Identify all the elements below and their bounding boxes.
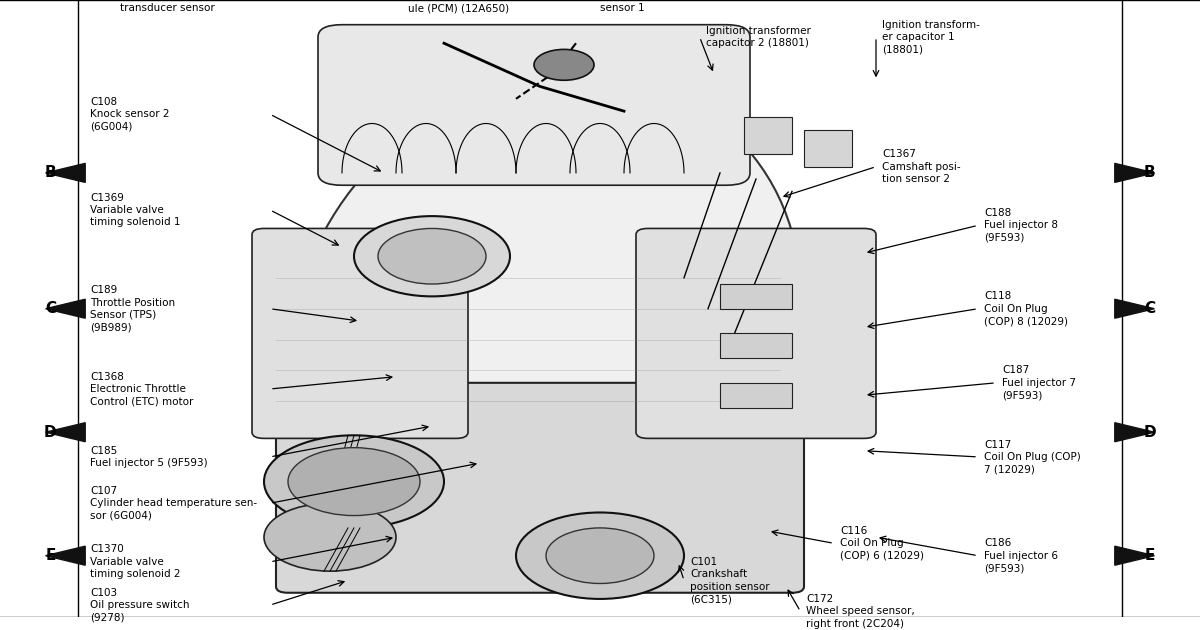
Circle shape <box>264 503 396 571</box>
Text: C103
Oil pressure switch
(9278): C103 Oil pressure switch (9278) <box>90 588 190 622</box>
Text: Ignition transform-
er capacitor 1
(18801): Ignition transform- er capacitor 1 (1880… <box>882 20 980 54</box>
Text: C1370
Variable valve
timing solenoid 2: C1370 Variable valve timing solenoid 2 <box>90 544 180 579</box>
Text: E: E <box>1145 548 1154 563</box>
Text: B: B <box>1144 166 1156 180</box>
FancyBboxPatch shape <box>318 25 750 185</box>
Circle shape <box>288 448 420 515</box>
Text: C172
Wheel speed sensor,
right front (2C204): C172 Wheel speed sensor, right front (2C… <box>806 594 916 629</box>
Bar <box>804 130 852 167</box>
Bar <box>744 117 792 154</box>
Circle shape <box>378 229 486 284</box>
Text: D: D <box>1144 425 1156 440</box>
Text: transducer sensor: transducer sensor <box>120 3 215 13</box>
Bar <box>720 284 792 309</box>
Text: C185
Fuel injector 5 (9F593): C185 Fuel injector 5 (9F593) <box>90 445 208 468</box>
Text: ule (PCM) (12A650): ule (PCM) (12A650) <box>408 3 509 13</box>
Text: C186
Fuel injector 6
(9F593): C186 Fuel injector 6 (9F593) <box>984 538 1058 573</box>
Text: C101
Crankshaft
position sensor
(6C315): C101 Crankshaft position sensor (6C315) <box>690 557 769 604</box>
Text: B: B <box>44 166 56 180</box>
Polygon shape <box>1115 423 1154 442</box>
Text: C108
Knock sensor 2
(6G004): C108 Knock sensor 2 (6G004) <box>90 97 169 132</box>
FancyBboxPatch shape <box>252 229 468 438</box>
Text: C116
Coil On Plug
(COP) 6 (12029): C116 Coil On Plug (COP) 6 (12029) <box>840 526 924 561</box>
Text: C1369
Variable valve
timing solenoid 1: C1369 Variable valve timing solenoid 1 <box>90 193 180 227</box>
Polygon shape <box>46 163 85 183</box>
Circle shape <box>264 435 444 528</box>
Polygon shape <box>1115 546 1154 565</box>
Circle shape <box>534 49 594 80</box>
Ellipse shape <box>292 75 800 580</box>
Polygon shape <box>46 423 85 442</box>
Text: C: C <box>44 301 56 316</box>
Text: C: C <box>1144 301 1156 316</box>
Text: C188
Fuel injector 8
(9F593): C188 Fuel injector 8 (9F593) <box>984 208 1058 243</box>
Text: C118
Coil On Plug
(COP) 8 (12029): C118 Coil On Plug (COP) 8 (12029) <box>984 291 1068 326</box>
Bar <box>720 333 792 358</box>
Text: C189
Throttle Position
Sensor (TPS)
(9B989): C189 Throttle Position Sensor (TPS) (9B9… <box>90 285 175 333</box>
Bar <box>720 383 792 408</box>
Polygon shape <box>1115 163 1154 183</box>
Text: C117
Coil On Plug (COP)
7 (12029): C117 Coil On Plug (COP) 7 (12029) <box>984 440 1081 474</box>
FancyBboxPatch shape <box>636 229 876 438</box>
Text: E: E <box>46 548 55 563</box>
Text: C187
Fuel injector 7
(9F593): C187 Fuel injector 7 (9F593) <box>1002 365 1076 400</box>
Polygon shape <box>1115 299 1154 318</box>
Polygon shape <box>46 299 85 318</box>
Text: C1368
Electronic Throttle
Control (ETC) motor: C1368 Electronic Throttle Control (ETC) … <box>90 372 193 406</box>
Text: C107
Cylinder head temperature sen-
sor (6G004): C107 Cylinder head temperature sen- sor … <box>90 486 257 520</box>
Circle shape <box>546 528 654 583</box>
Text: Ignition transformer
capacitor 2 (18801): Ignition transformer capacitor 2 (18801) <box>706 26 810 49</box>
Text: D: D <box>44 425 56 440</box>
Text: sensor 1: sensor 1 <box>600 3 644 13</box>
Polygon shape <box>46 546 85 565</box>
Circle shape <box>354 216 510 296</box>
FancyBboxPatch shape <box>276 383 804 593</box>
Text: C1367
Camshaft posi-
tion sensor 2: C1367 Camshaft posi- tion sensor 2 <box>882 149 961 184</box>
Circle shape <box>516 512 684 599</box>
